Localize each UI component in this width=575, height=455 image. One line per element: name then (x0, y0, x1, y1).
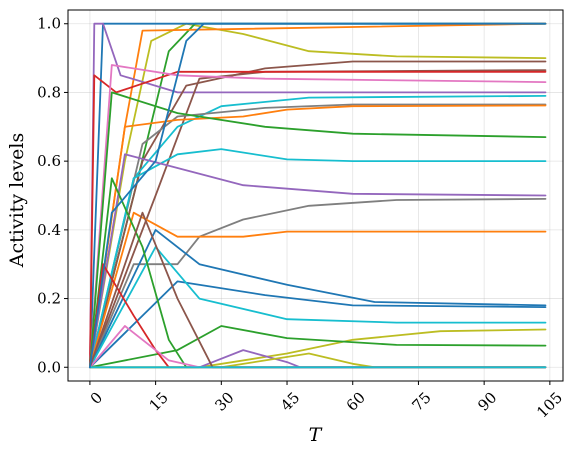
x-tick-label: 45 (277, 389, 303, 415)
y-tick-label: 0.0 (37, 358, 61, 376)
series-line-8 (89, 70, 547, 369)
series-line-14 (89, 148, 547, 369)
series-lines (89, 22, 547, 369)
series-line-21 (89, 328, 547, 369)
x-tick-label: 105 (533, 389, 566, 422)
x-axis-label: T (309, 424, 323, 446)
series-line-17 (89, 211, 547, 369)
series-line-16 (89, 198, 547, 369)
series-line-19 (89, 280, 547, 369)
series-line-30 (89, 22, 547, 369)
x-axis-ticks: 0 15 30 45 60 75 90 105 (87, 381, 566, 422)
series-line-26 (89, 352, 547, 369)
series-line-23 (89, 177, 547, 369)
x-tick-label: 75 (408, 389, 434, 415)
y-tick-label: 0.2 (37, 290, 61, 308)
y-tick-label: 1.0 (37, 15, 61, 33)
x-tick-label: 60 (343, 389, 369, 415)
x-tick-label: 0 (87, 389, 106, 408)
y-axis-label: Activity levels (6, 133, 28, 268)
series-line-12 (89, 104, 547, 369)
plot-frame (67, 9, 564, 382)
series-line-20 (89, 246, 547, 369)
series-line-15 (89, 153, 547, 369)
x-tick-label: 90 (474, 389, 500, 415)
series-line-22 (89, 325, 547, 369)
series-line-11 (89, 103, 547, 369)
y-tick-label: 0.8 (37, 83, 61, 101)
y-axis-ticks: 0.0 0.2 0.4 0.6 0.8 1.0 (37, 15, 68, 376)
x-tick-label: 15 (146, 389, 172, 415)
x-tick-label: 30 (211, 389, 237, 415)
y-tick-label: 0.4 (37, 221, 61, 239)
y-tick-label: 0.6 (37, 152, 61, 170)
series-line-13 (89, 91, 547, 369)
